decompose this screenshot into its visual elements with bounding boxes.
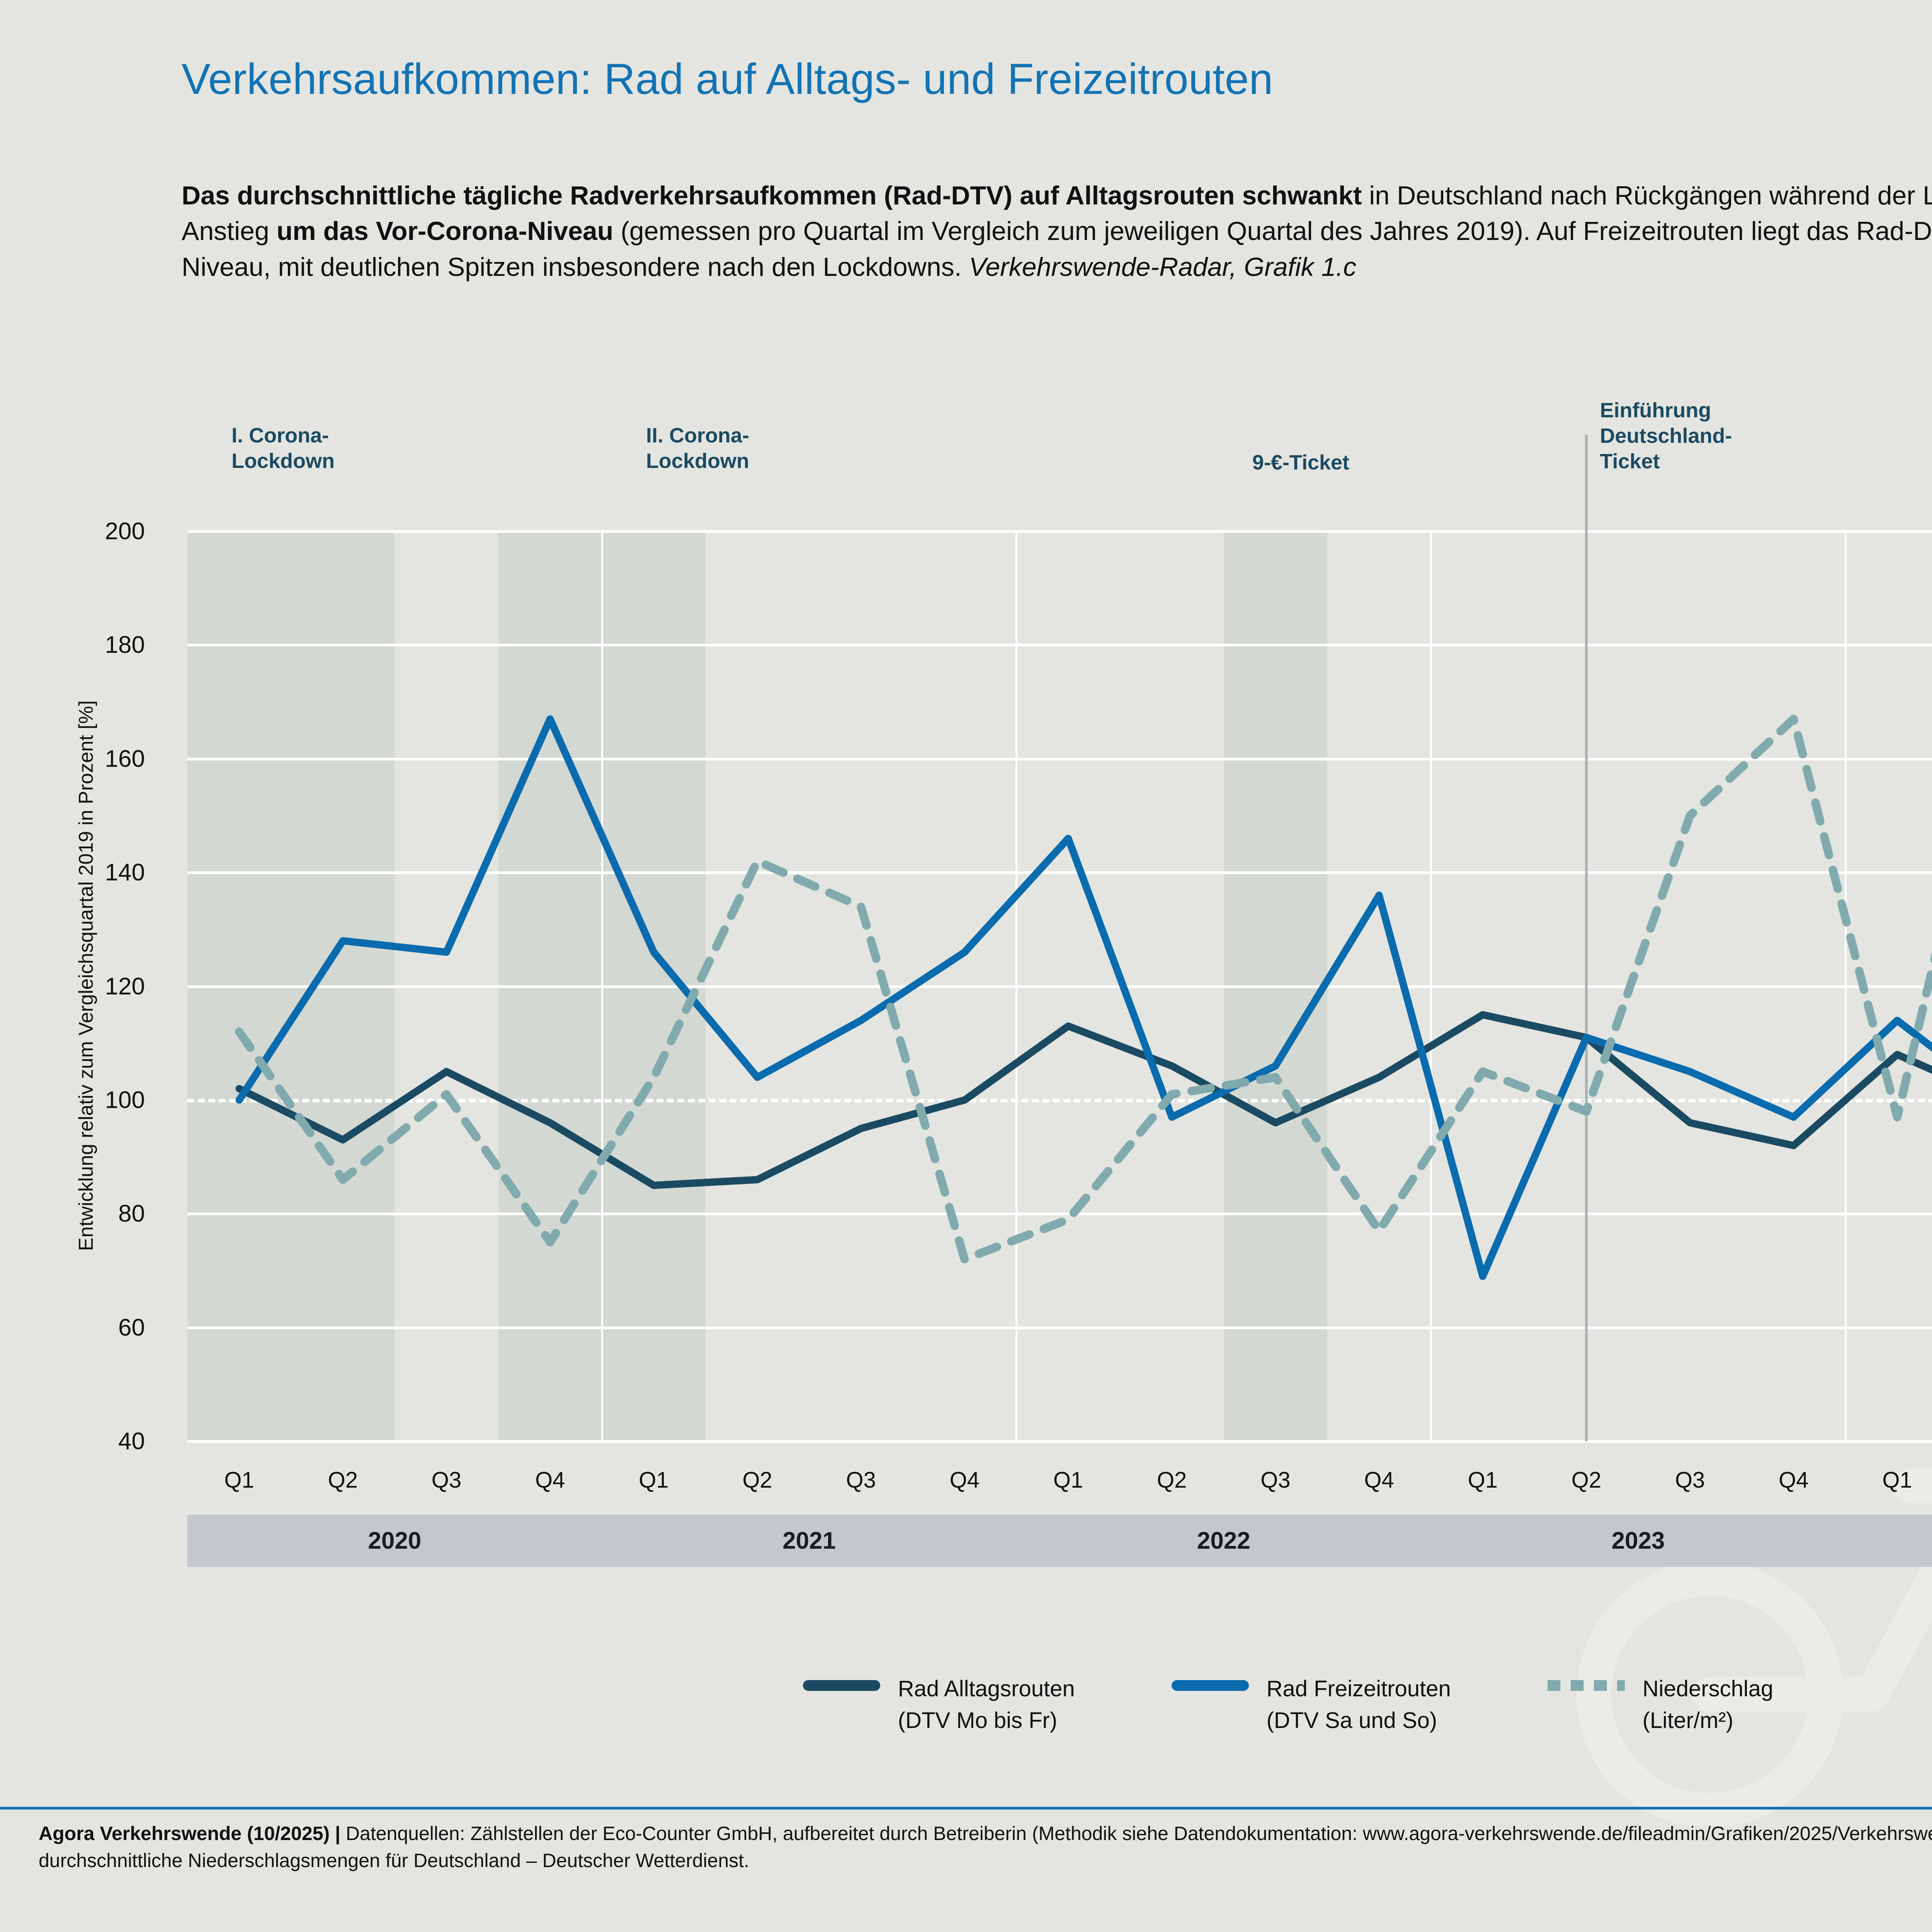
gridline-180 xyxy=(187,644,1932,647)
quarter-tick-label: Q1 xyxy=(1468,1468,1498,1493)
y-tick-160: 160 xyxy=(105,745,145,772)
year-separator xyxy=(601,531,603,1441)
quarter-tick-label: Q4 xyxy=(535,1468,565,1493)
subtitle-bold-1: Das durchschnittliche tägliche Radverkeh… xyxy=(182,181,1362,210)
chart-legend: Rad Alltagsrouten (DTV Mo bis Fr) Rad Fre… xyxy=(0,1673,1932,1737)
legend-label-rad-freizeitrouten: Rad Freizeitrouten (DTV Sa und So) xyxy=(1266,1676,1451,1733)
year-band-2022: 2022 xyxy=(1016,1515,1433,1567)
annotation-neun-euro-ticket: 9-€-Ticket xyxy=(1252,451,1350,474)
legend-swatch-niederschlag xyxy=(1547,1680,1625,1691)
subtitle-part-3: (gemessen pro Quartal im Vergleich zum j… xyxy=(182,216,1932,282)
annotation-lockdown-1: I. Corona- Lockdown xyxy=(231,424,335,473)
quarter-tick-label: Q3 xyxy=(1260,1468,1291,1493)
quarter-tick-label: Q2 xyxy=(1571,1468,1602,1493)
gridline-140 xyxy=(187,871,1932,874)
y-tick-200: 200 xyxy=(105,518,145,545)
gridline-200 xyxy=(187,530,1932,533)
gridline-40 xyxy=(187,1440,1932,1443)
year-band-2020: 2020 xyxy=(187,1515,604,1567)
legend-item-rad-alltagsrouten: Rad Alltagsrouten (DTV Mo bis Fr) xyxy=(803,1673,1075,1737)
y-tick-40: 40 xyxy=(118,1428,145,1455)
y-tick-100: 100 xyxy=(105,1087,145,1114)
gridline-80 xyxy=(187,1213,1932,1216)
page-title: Verkehrsaufkommen: Rad auf Alltags- und … xyxy=(182,55,1273,103)
subtitle-bold-2: um das Vor-Corona-Niveau xyxy=(276,216,614,246)
series-line-niederschlag xyxy=(235,714,1932,1264)
legend-swatch-rad-alltagsrouten xyxy=(803,1680,880,1691)
quarter-tick-label: Q3 xyxy=(846,1468,876,1493)
quarter-tick-label: Q2 xyxy=(742,1468,772,1493)
quarter-tick-label: Q1 xyxy=(1053,1468,1083,1493)
year-separator xyxy=(1015,531,1018,1441)
quarter-tick-label: Q4 xyxy=(1364,1468,1394,1493)
event-line-deutschland-ticket xyxy=(1585,435,1588,1441)
quarter-tick-label: Q2 xyxy=(1157,1468,1187,1493)
reference-line-100 xyxy=(187,1099,1932,1102)
plot-region: 406080100120140160180200103 %95 %89 %I. … xyxy=(105,399,1932,1826)
footer-source-rest: Datenquellen: Zählstellen der Eco-Counte… xyxy=(39,1823,1932,1871)
x-axis-year-bands: 202020212022202320242025 xyxy=(187,1515,1932,1567)
quarter-tick-label: Q2 xyxy=(328,1468,358,1493)
chart-area: Entwicklung relativ zum Vergleichsquarta… xyxy=(75,399,1932,1826)
y-tick-180: 180 xyxy=(105,631,145,658)
year-band-2023: 2023 xyxy=(1431,1515,1847,1567)
annotation-deutschland-ticket: Einführung Deutschland- Ticket xyxy=(1600,399,1732,473)
quarter-tick-label: Q1 xyxy=(224,1468,254,1493)
legend-item-rad-freizeitrouten: Rad Freizeitrouten (DTV Sa und So) xyxy=(1171,1673,1451,1737)
year-band-2021: 2021 xyxy=(602,1515,1019,1567)
footer-divider xyxy=(0,1807,1932,1810)
quarter-tick-label: Q1 xyxy=(639,1468,669,1493)
footer-source: Agora Verkehrswende (10/2025) | Datenque… xyxy=(39,1820,1932,1874)
quarter-tick-label: Q4 xyxy=(949,1468,980,1493)
quarter-tick-label: Q3 xyxy=(431,1468,462,1493)
year-band-2024: 2024 xyxy=(1845,1515,1932,1567)
year-separator xyxy=(1430,531,1432,1441)
series-lines xyxy=(235,714,1932,1280)
gridline-120 xyxy=(187,985,1932,988)
y-tick-60: 60 xyxy=(118,1314,145,1341)
legend-swatch-rad-freizeitrouten xyxy=(1171,1680,1249,1691)
legend-label-niederschlag: Niederschlag (Liter/m²) xyxy=(1642,1676,1774,1733)
y-tick-140: 140 xyxy=(105,859,145,886)
gridline-60 xyxy=(187,1326,1932,1329)
gridline-160 xyxy=(187,757,1932,760)
y-tick-80: 80 xyxy=(118,1200,145,1227)
quarter-tick-label: Q4 xyxy=(1779,1468,1809,1493)
year-separator xyxy=(1844,531,1847,1441)
y-tick-120: 120 xyxy=(105,973,145,1000)
annotation-lockdown-2: II. Corona- Lockdown xyxy=(646,424,749,473)
quarter-tick-label: Q3 xyxy=(1675,1468,1705,1493)
quarter-tick-label: Q1 xyxy=(1882,1468,1912,1493)
page-subtitle: Das durchschnittliche tägliche Radverkeh… xyxy=(182,178,1932,285)
x-axis-quarter-ticks: Q1Q2Q3Q4Q1Q2Q3Q4Q1Q2Q3Q4Q1Q2Q3Q4Q1Q2Q3Q4… xyxy=(187,1443,1932,1515)
subtitle-part-2: in Deutschland nach Rückgängen während d… xyxy=(182,181,1932,246)
subtitle-italic-ref: Verkehrswende-Radar, Grafik 1.c xyxy=(969,252,1357,282)
legend-label-rad-alltagsrouten: Rad Alltagsrouten (DTV Mo bis Fr) xyxy=(898,1676,1075,1733)
series-line-freizeitrouten xyxy=(235,715,1932,1280)
legend-item-niederschlag: Niederschlag (Liter/m²) xyxy=(1547,1673,1774,1737)
footer-source-bold: Agora Verkehrswende (10/2025) | xyxy=(39,1823,341,1844)
